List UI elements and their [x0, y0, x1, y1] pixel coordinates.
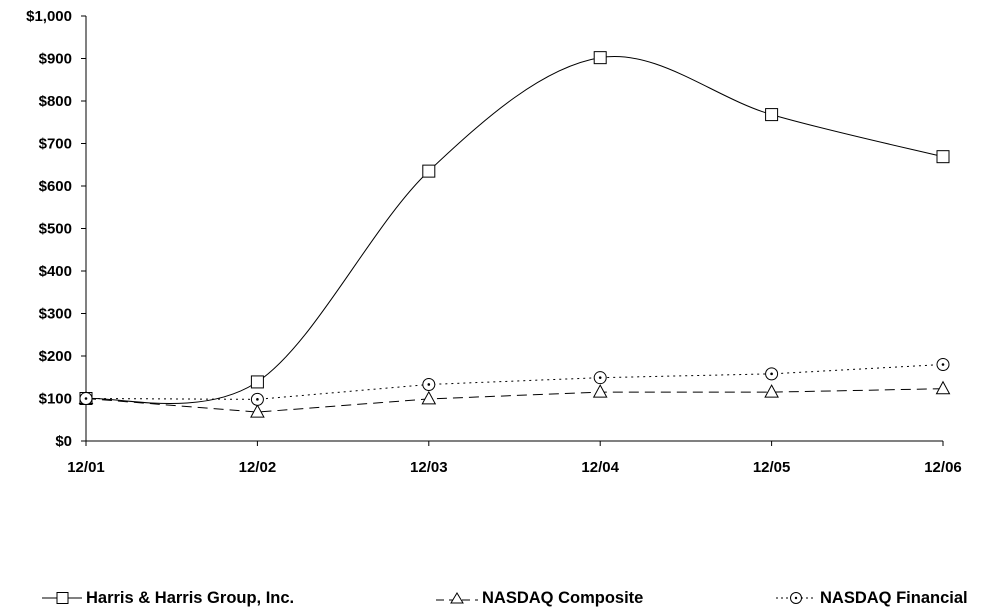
x-tick-label: 12/01 — [67, 459, 105, 476]
data-point-square — [593, 51, 607, 65]
x-tick-labels: 12/01 12/02 12/03 12/04 12/05 12/06 — [67, 441, 962, 476]
legend-item-harris: Harris & Harris Group, Inc. — [42, 584, 294, 612]
series-lines — [78, 51, 951, 418]
y-tick-label: $600 — [39, 178, 72, 195]
y-tick-label: $400 — [39, 263, 72, 280]
data-point-square — [936, 150, 950, 164]
line-chart: $0 $100 $200 $300 $400 $500 $600 $700 $800 $900 $1… — [26, 8, 962, 476]
legend: Harris & Harris Group, Inc. NASDAQ Compo… — [0, 584, 999, 612]
legend-swatch-triangle-dashed — [436, 592, 478, 604]
data-point-square — [422, 164, 436, 178]
data-point-circle-center — [427, 383, 431, 386]
data-point-circle-center — [941, 363, 945, 366]
x-tick-label: 12/06 — [924, 459, 962, 476]
legend-label-harris: Harris & Harris Group, Inc. — [86, 588, 295, 607]
data-point-triangle — [764, 384, 779, 398]
legend-item-nasdaq-financial: NASDAQ Financial — [776, 584, 968, 612]
y-tick-label: $900 — [39, 51, 72, 68]
y-tick-label: $500 — [39, 221, 72, 238]
axes — [85, 16, 943, 442]
data-point-triangle — [935, 380, 951, 395]
series-line-circle — [85, 364, 944, 400]
y-tick-labels: $0 $100 $200 $300 $400 $500 $600 $700 $800 $900 $1… — [26, 8, 86, 450]
y-tick-label: $700 — [39, 136, 72, 153]
legend-swatch-circle-dotted — [776, 592, 816, 604]
x-tick-label: 12/02 — [239, 459, 277, 476]
data-point-triangle — [421, 390, 437, 405]
data-point-square — [765, 108, 779, 122]
y-tick-label: $0 — [55, 433, 72, 450]
y-tick-label: $1,000 — [26, 8, 72, 25]
legend-label-nasdaq-financial: NASDAQ Financial — [820, 588, 968, 607]
legend-swatch-square-solid — [42, 592, 82, 604]
x-tick-label: 12/04 — [581, 459, 619, 476]
y-tick-label: $800 — [39, 93, 72, 110]
y-tick-label: $200 — [39, 348, 72, 365]
data-point-square — [250, 375, 264, 389]
legend-item-nasdaq-composite: NASDAQ Composite — [436, 584, 643, 612]
series-line-square — [85, 56, 944, 404]
data-point-triangle — [592, 384, 608, 398]
data-point-circle-center — [770, 372, 773, 376]
data-point-circle-center — [256, 398, 259, 401]
data-point-circle-center — [598, 376, 602, 379]
legend-label-nasdaq-composite: NASDAQ Composite — [482, 588, 644, 607]
data-point-circle-center — [84, 397, 88, 400]
x-tick-label: 12/05 — [753, 459, 791, 476]
series-line-triangle — [85, 388, 944, 413]
data-point-triangle — [250, 404, 265, 418]
y-tick-label: $300 — [39, 306, 72, 323]
x-tick-label: 12/03 — [410, 459, 448, 476]
y-tick-label: $100 — [39, 391, 72, 408]
